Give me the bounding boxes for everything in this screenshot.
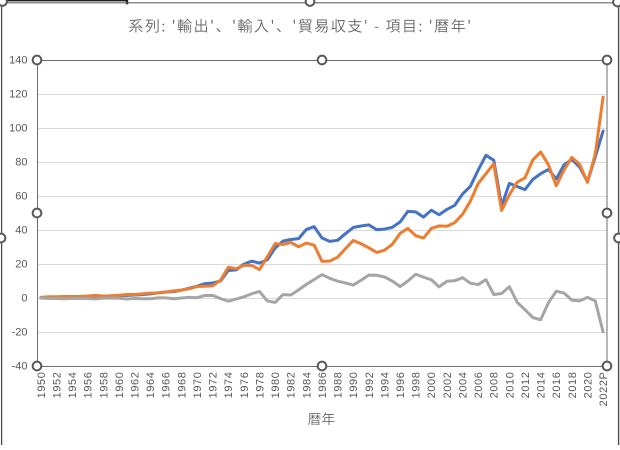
- svg-text:1990: 1990: [348, 372, 360, 399]
- svg-text:0: 0: [21, 292, 27, 304]
- svg-text:40: 40: [15, 224, 27, 236]
- svg-text:140: 140: [9, 54, 27, 66]
- svg-text:2006: 2006: [473, 372, 485, 399]
- svg-text:120: 120: [9, 88, 27, 100]
- svg-text:100: 100: [9, 122, 27, 134]
- svg-text:2012: 2012: [520, 372, 532, 399]
- svg-text:1976: 1976: [239, 372, 251, 399]
- svg-text:1992: 1992: [364, 372, 376, 399]
- svg-text:1968: 1968: [176, 372, 188, 399]
- svg-text:2018: 2018: [567, 372, 579, 399]
- svg-text:1962: 1962: [130, 372, 142, 399]
- svg-text:1996: 1996: [395, 372, 407, 399]
- svg-text:1978: 1978: [254, 372, 266, 399]
- svg-text:1960: 1960: [114, 372, 126, 399]
- svg-text:2022P: 2022P: [598, 372, 610, 407]
- svg-text:1956: 1956: [83, 372, 95, 399]
- svg-text:2010: 2010: [504, 372, 516, 399]
- svg-text:1986: 1986: [317, 372, 329, 399]
- svg-text:1966: 1966: [161, 372, 173, 399]
- svg-text:2008: 2008: [489, 372, 501, 399]
- svg-text:1982: 1982: [286, 372, 298, 399]
- svg-text:2002: 2002: [442, 372, 454, 399]
- svg-text:2016: 2016: [551, 372, 563, 399]
- svg-text:1964: 1964: [145, 372, 157, 399]
- svg-text:1950: 1950: [36, 372, 48, 399]
- svg-text:1954: 1954: [67, 372, 79, 399]
- svg-text:1998: 1998: [411, 372, 423, 399]
- svg-text:20: 20: [15, 258, 27, 270]
- svg-text:2020: 2020: [582, 372, 594, 399]
- svg-text:1980: 1980: [270, 372, 282, 399]
- svg-text:1984: 1984: [301, 372, 313, 399]
- svg-text:1972: 1972: [208, 372, 220, 399]
- svg-text:1958: 1958: [98, 372, 110, 399]
- svg-text:1970: 1970: [192, 372, 204, 399]
- svg-text:2004: 2004: [457, 372, 469, 399]
- svg-text:2014: 2014: [536, 372, 548, 399]
- svg-text:1974: 1974: [223, 372, 235, 399]
- svg-text:1952: 1952: [51, 372, 63, 399]
- svg-text:1994: 1994: [379, 372, 391, 399]
- svg-text:60: 60: [15, 190, 27, 202]
- svg-text:2000: 2000: [426, 372, 438, 399]
- svg-text:80: 80: [15, 156, 27, 168]
- svg-text:1988: 1988: [333, 372, 345, 399]
- svg-text:-20: -20: [12, 326, 28, 338]
- svg-text:-40: -40: [12, 360, 28, 372]
